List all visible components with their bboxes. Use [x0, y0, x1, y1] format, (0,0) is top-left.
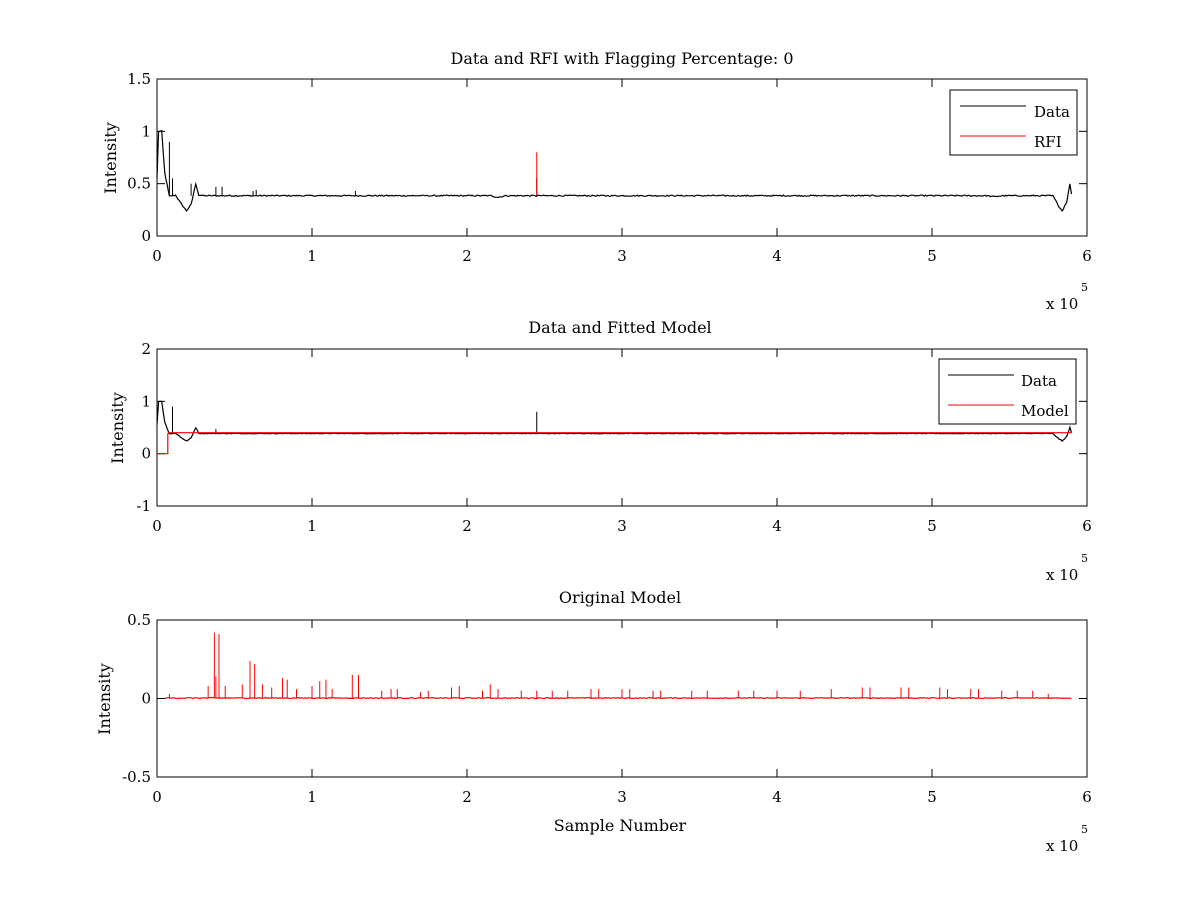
x-tick-label: 0 — [152, 788, 162, 806]
x-tick-label: 2 — [462, 517, 472, 535]
plot-lines — [156, 129, 1073, 213]
y-tick-label: 0 — [141, 227, 151, 245]
x-tick-label: 4 — [772, 517, 782, 535]
series-line-data — [156, 129, 1073, 213]
plot-lines — [156, 400, 1073, 455]
y-tick-label: 0.5 — [127, 175, 151, 193]
x-tick-label: 4 — [772, 247, 782, 265]
plot-lines — [164, 632, 1072, 700]
series-line-data — [156, 400, 1073, 442]
subplot-fitted-model: Data and Fitted Model Intensity x 10 5 0… — [108, 318, 1092, 584]
y-tick-label: 1.5 — [127, 70, 151, 88]
x-tick-label: 0 — [152, 517, 162, 535]
x-tick-label: 1 — [307, 247, 317, 265]
x-tick-label: 0 — [152, 247, 162, 265]
x-multiplier-exponent: 5 — [1081, 823, 1088, 836]
legend-label-rfi: RFI — [1034, 133, 1062, 151]
x-tick-label: 3 — [617, 788, 627, 806]
legend-label-model: Model — [1021, 402, 1069, 420]
y-tick-label: -1 — [136, 497, 151, 515]
x-tick-label: 6 — [1082, 788, 1092, 806]
y-axis-label: Intensity — [108, 392, 127, 464]
x-tick-label: 6 — [1082, 247, 1092, 265]
x-multiplier: x 10 — [1046, 295, 1078, 313]
axis-ticks: 0 1 2 3 4 5 6-0.500.5 — [122, 611, 1092, 806]
subplot-rfi: Data and RFI with Flagging Percentage: 0… — [101, 49, 1092, 313]
legend: Data Model — [938, 358, 1077, 425]
x-tick-label: 3 — [617, 247, 627, 265]
y-tick-label: 0.5 — [127, 611, 151, 629]
x-tick-label: 2 — [462, 247, 472, 265]
subplot-original-model: Original Model Intensity Sample Number x… — [95, 588, 1092, 855]
y-axis-label: Intensity — [95, 663, 114, 735]
y-tick-label: 2 — [141, 340, 151, 358]
plot-area — [156, 78, 1088, 237]
x-tick-label: 5 — [927, 517, 937, 535]
x-tick-label: 4 — [772, 788, 782, 806]
chart-title: Data and RFI with Flagging Percentage: 0 — [450, 49, 793, 68]
x-tick-label: 5 — [927, 247, 937, 265]
y-tick-label: 0 — [141, 690, 151, 708]
y-axis-label: Intensity — [101, 122, 120, 194]
x-tick-label: 5 — [927, 788, 937, 806]
chart-title: Original Model — [559, 588, 681, 607]
x-multiplier-exponent: 5 — [1081, 281, 1088, 294]
legend-label-data: Data — [1034, 103, 1070, 121]
y-tick-label: -0.5 — [122, 768, 151, 786]
legend: Data RFI — [949, 89, 1078, 156]
legend-box — [949, 89, 1078, 156]
x-tick-label: 6 — [1082, 517, 1092, 535]
series-line-model — [164, 696, 1072, 700]
x-axis-label: Sample Number — [554, 816, 687, 835]
y-tick-label: 1 — [141, 122, 151, 140]
y-tick-label: 1 — [141, 392, 151, 410]
series-line-model — [157, 432, 1072, 455]
x-tick-label: 2 — [462, 788, 472, 806]
x-tick-label: 1 — [307, 517, 317, 535]
chart-title: Data and Fitted Model — [528, 318, 711, 337]
legend-box — [938, 358, 1077, 425]
x-multiplier: x 10 — [1046, 566, 1078, 584]
legend-label-data: Data — [1021, 372, 1057, 390]
y-tick-label: 0 — [141, 445, 151, 463]
x-tick-label: 1 — [307, 788, 317, 806]
x-tick-label: 3 — [617, 517, 627, 535]
x-multiplier: x 10 — [1046, 837, 1078, 855]
x-multiplier-exponent: 5 — [1081, 552, 1088, 565]
